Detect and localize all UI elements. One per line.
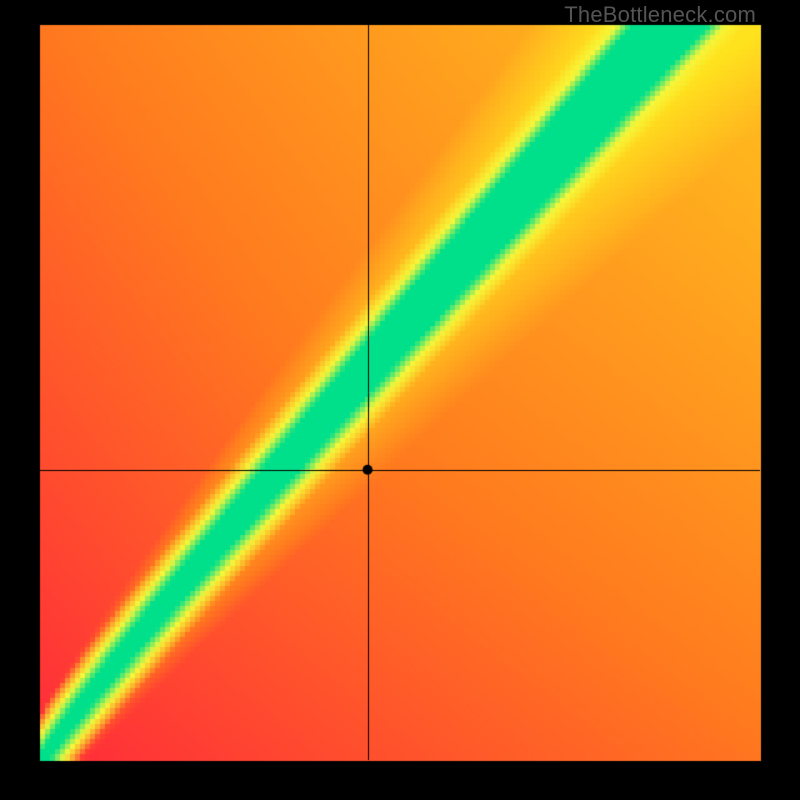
- heatmap-chart: [0, 0, 800, 800]
- chart-container: { "watermark_text": "TheBottleneck.com",…: [0, 0, 800, 800]
- watermark-text: TheBottleneck.com: [564, 2, 756, 28]
